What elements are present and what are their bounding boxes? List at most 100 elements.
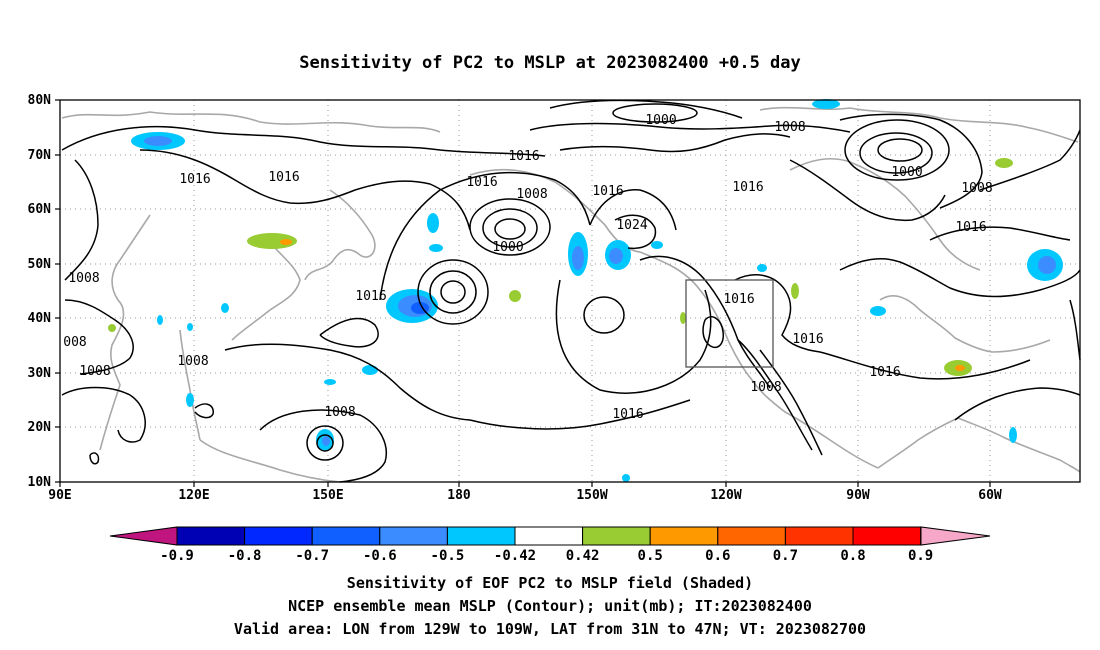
coastline-indonesia (199, 439, 341, 483)
caption-contour: NCEP ensemble mean MSLP (Contour); unit(… (288, 597, 812, 615)
shade-negative-core (609, 248, 623, 264)
coastline-siberia (61, 111, 441, 133)
shade-positive-core (955, 365, 965, 371)
colorbar-low-arrow (109, 526, 178, 546)
lon-label: 90E (48, 488, 71, 503)
colorbar-high-arrow (920, 526, 991, 546)
lon-label: 120W (710, 488, 741, 503)
contour-label: 1000 (492, 240, 523, 255)
shade-positive-patch (791, 283, 799, 299)
contour-line (614, 214, 657, 250)
contour-label: 1000 (645, 113, 676, 128)
shade-negative-core (1038, 256, 1056, 274)
contour-line (555, 279, 712, 394)
colorbar-box (852, 526, 922, 546)
colorbar-label: 0.8 (840, 548, 865, 564)
contour-line (494, 218, 526, 240)
colorbar-box (446, 526, 516, 546)
sensitivity-shading (108, 99, 1063, 482)
lat-label: 40N (28, 311, 52, 326)
contour-line (589, 189, 677, 231)
shade-negative-patch (427, 213, 439, 233)
contour-line (61, 125, 546, 157)
lat-label: 20N (28, 420, 52, 435)
contour-label: 1016 (508, 149, 539, 164)
contour-label: 1008 (516, 187, 547, 202)
contour-line (559, 133, 791, 153)
shade-negative-patch (651, 241, 663, 249)
colorbar-label: 0.6 (705, 548, 730, 564)
contour-label: 1008 (177, 354, 208, 369)
contour-line (859, 132, 933, 174)
coastline-japan (231, 239, 301, 341)
colorbar-box (582, 526, 651, 546)
shade-negative-patch (622, 474, 630, 482)
contour-line (194, 403, 214, 419)
contour-line (319, 317, 379, 348)
shade-negative-patch (757, 264, 767, 272)
contour-label: 1016 (355, 289, 386, 304)
contour-line (89, 452, 100, 465)
contour-label: 1016 (268, 170, 299, 185)
colorbar: -0.9 -0.8 -0.7 -0.6 -0.5 -0.42 0.42 0.5 0.6 0.7 0.… (109, 526, 991, 564)
contour-line (929, 226, 1071, 241)
lon-label: 90W (846, 488, 870, 503)
colorbar-label: -0.6 (363, 548, 397, 564)
contour-line (737, 339, 813, 451)
lon-ticks (59, 482, 991, 487)
lon-label: 60W (978, 488, 1002, 503)
map-background (60, 100, 1080, 482)
contour-line (61, 386, 146, 443)
colorbar-box (514, 526, 584, 546)
colorbar-label: 0.9 (908, 548, 933, 564)
contour-labels: 1000 1008 1016 1016 1000 1008 1016 1016 … (63, 113, 992, 422)
lon-label: 150E (312, 488, 343, 503)
lat-ticks (55, 99, 60, 483)
contour-line (839, 113, 983, 209)
contour-label: 1008 (68, 271, 99, 286)
contour-label: 1008 (961, 181, 992, 196)
shade-negative-patch (1009, 427, 1017, 443)
contour-line (844, 119, 950, 181)
caption-shading: Sensitivity of EOF PC2 to MSLP field (Sh… (347, 574, 753, 592)
lon-label: 150W (576, 488, 607, 503)
contour-label: 1016 (869, 365, 900, 380)
contour-label: 1016 (179, 172, 210, 187)
colorbar-boxes (176, 526, 922, 546)
mslp-contours (61, 99, 1081, 483)
contour-line (429, 270, 477, 314)
contour-line (64, 299, 134, 375)
colorbar-label: -0.9 (160, 548, 194, 564)
contour-label: 1008 (774, 120, 805, 135)
contour-label: 1000 (891, 165, 922, 180)
contour-line (734, 274, 821, 353)
contour-line (354, 180, 471, 231)
contour-line (839, 257, 1081, 298)
lon-label: 120E (178, 488, 209, 503)
colorbar-box (649, 526, 719, 546)
colorbar-label: 0.5 (638, 548, 663, 564)
shade-negative-core (322, 436, 330, 446)
shade-positive-core (280, 239, 292, 245)
coastline-kamchatka (304, 189, 376, 281)
shade-positive-patch (995, 158, 1013, 168)
lat-label: 80N (28, 93, 52, 108)
lat-label: 70N (28, 148, 52, 163)
valid-area-box (685, 279, 774, 368)
contour-label: 1008 (750, 380, 781, 395)
map-panel: 1000 1008 1016 1016 1000 1008 1016 1016 … (28, 93, 1081, 503)
caption-valid-area: Valid area: LON from 129W to 109W, LAT f… (234, 620, 866, 638)
contour-label: 008 (63, 335, 86, 350)
lat-label: 10N (28, 475, 52, 490)
contour-line (482, 208, 538, 248)
contour-label: 1024 (616, 218, 647, 233)
contour-line (139, 149, 356, 205)
coastline-philippines (179, 329, 201, 441)
coastline-west-north-america (639, 251, 879, 469)
colorbar-box (176, 526, 246, 546)
contour-line (954, 387, 1081, 421)
coastline-arctic-canada (759, 106, 1079, 143)
contour-line (316, 434, 334, 452)
contour-label: 1016 (723, 292, 754, 307)
contour-line (64, 159, 99, 281)
